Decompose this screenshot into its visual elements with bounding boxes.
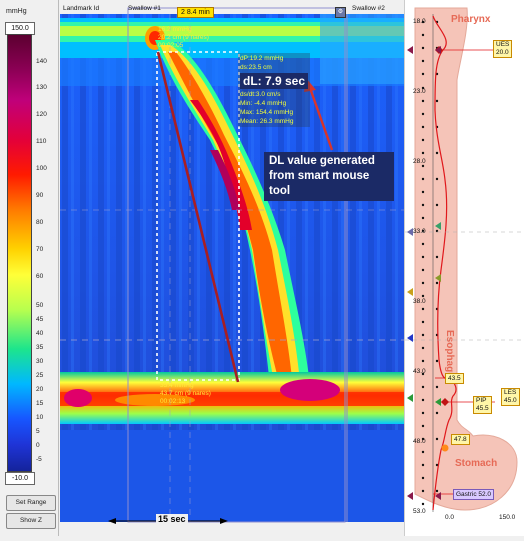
min-value-box[interactable]: -10.0	[5, 472, 35, 485]
top-measurement-box: 16.2 mmHg 20.2 cm (9 nares) 00:02:05	[158, 26, 209, 50]
tick-label: 10	[36, 414, 44, 421]
tick-label: 140	[36, 58, 47, 65]
stat-min: Min: -4.4 mmHg	[240, 100, 287, 107]
les-value: 45.0	[504, 397, 517, 404]
marker-43-5[interactable]: 43.5	[445, 373, 464, 384]
color-scale-panel: mmHg 150.0 140 130 120 110 100 90 80 70 …	[0, 0, 59, 536]
depth-label: 48.0	[413, 438, 426, 445]
pip-value: 45.5	[476, 405, 489, 412]
ues-label: UES	[496, 41, 510, 48]
show-z-button[interactable]: Show Z	[6, 513, 56, 529]
tick-label: 45	[36, 316, 44, 323]
bottom-time: 00:02:13	[160, 398, 186, 405]
axis-min-label: 0.0	[445, 514, 455, 521]
tick-label: 5	[36, 428, 40, 435]
bottom-position: 43.7 cm (9 nares)	[160, 390, 211, 397]
ues-value: 20.0	[496, 49, 509, 56]
tick-label: 80	[36, 219, 44, 226]
gastric-marker[interactable]: Gastric 52.0	[453, 489, 495, 500]
bottom-measurement-box: 35.4 mmHg 43.7 cm (9 nares) 00:02:13	[160, 382, 211, 406]
topography-canvas	[60, 7, 404, 524]
stat-max: Max: 154.4 mmHg	[240, 109, 294, 116]
time-span-label: 15 sec	[156, 514, 188, 524]
stat-dp: dP:19.2 mmHg	[240, 55, 284, 62]
bottom-pressure: 35.4 mmHg	[160, 382, 194, 389]
anatomy-panel: Pharynx Esophagus Stomach 18.0 23.0 28.0…	[404, 0, 524, 536]
depth-label: 43.0	[413, 368, 426, 375]
tick-label: 15	[36, 400, 44, 407]
stat-ds-dt: ds/dt:3.0 cm/s	[240, 91, 281, 98]
marker-47-8[interactable]: 47.8	[451, 434, 470, 445]
stat-dl: dL: 7.9 sec	[240, 73, 309, 89]
top-time: 00:02:05	[158, 42, 184, 49]
les-label: LES	[504, 389, 517, 396]
landmark-id-label: Landmark Id	[63, 5, 100, 12]
depth-label: 33.0	[413, 228, 426, 235]
depth-label: 53.0	[413, 508, 426, 515]
settings-icon[interactable]: ⚙	[335, 7, 346, 18]
swallow-1-label[interactable]: Swallow #1	[128, 5, 161, 12]
stomach-label: Stomach	[455, 458, 498, 469]
tick-label: 90	[36, 192, 44, 199]
pharynx-label: Pharynx	[451, 14, 491, 25]
depth-label: 28.0	[413, 158, 426, 165]
contraction-velocity-line[interactable]	[156, 51, 240, 383]
ues-marker[interactable]: UES 20.0	[493, 40, 513, 58]
stats-box: dP:19.2 mmHg ds:23.5 cm dL: 7.9 sec ds/d…	[238, 53, 311, 127]
tick-label: 30	[36, 358, 44, 365]
anatomy-drawing	[405, 7, 524, 512]
tick-label: 50	[36, 302, 44, 309]
time-badge: 2 8.4 min	[177, 7, 214, 18]
tick-label: 0	[36, 442, 40, 449]
swallow-window[interactable]	[127, 7, 346, 523]
set-range-button[interactable]: Set Range	[6, 495, 56, 511]
tick-label: -5	[36, 456, 42, 463]
top-position: 20.2 cm (9 nares)	[158, 34, 209, 41]
unit-label: mmHg	[6, 8, 27, 15]
measurement-box[interactable]	[156, 51, 240, 381]
top-pressure: 16.2 mmHg	[158, 26, 192, 33]
depth-label: 18.0	[413, 18, 426, 25]
tick-label: 130	[36, 84, 47, 91]
tick-label: 25	[36, 372, 44, 379]
tick-label: 120	[36, 111, 47, 118]
depth-label: 38.0	[413, 298, 426, 305]
stat-mean: Mean: 26.3 mmHg	[240, 118, 294, 125]
tick-label: 40	[36, 330, 44, 337]
tick-label: 70	[36, 246, 44, 253]
callout-label: DL value generated from smart mouse tool	[264, 152, 394, 201]
pressure-topography-plot[interactable]	[60, 0, 404, 536]
tick-label: 60	[36, 273, 44, 280]
stat-ds: ds:23.5 cm	[240, 64, 272, 71]
pip-marker[interactable]: PIP 45.5	[473, 396, 492, 414]
les-marker[interactable]: LES 45.0	[501, 388, 520, 406]
axis-max-label: 150.0	[499, 514, 516, 521]
swallow-2-label[interactable]: Swallow #2	[352, 5, 385, 12]
pip-label: PIP	[476, 397, 487, 404]
depth-label: 23.0	[413, 88, 426, 95]
pressure-color-bar	[7, 34, 32, 472]
plot-header: Landmark Id Swallow #1 Swallow #2	[60, 0, 404, 14]
tick-label: 20	[36, 386, 44, 393]
tick-label: 35	[36, 344, 44, 351]
tick-label: 110	[36, 138, 47, 145]
tick-label: 100	[36, 165, 47, 172]
